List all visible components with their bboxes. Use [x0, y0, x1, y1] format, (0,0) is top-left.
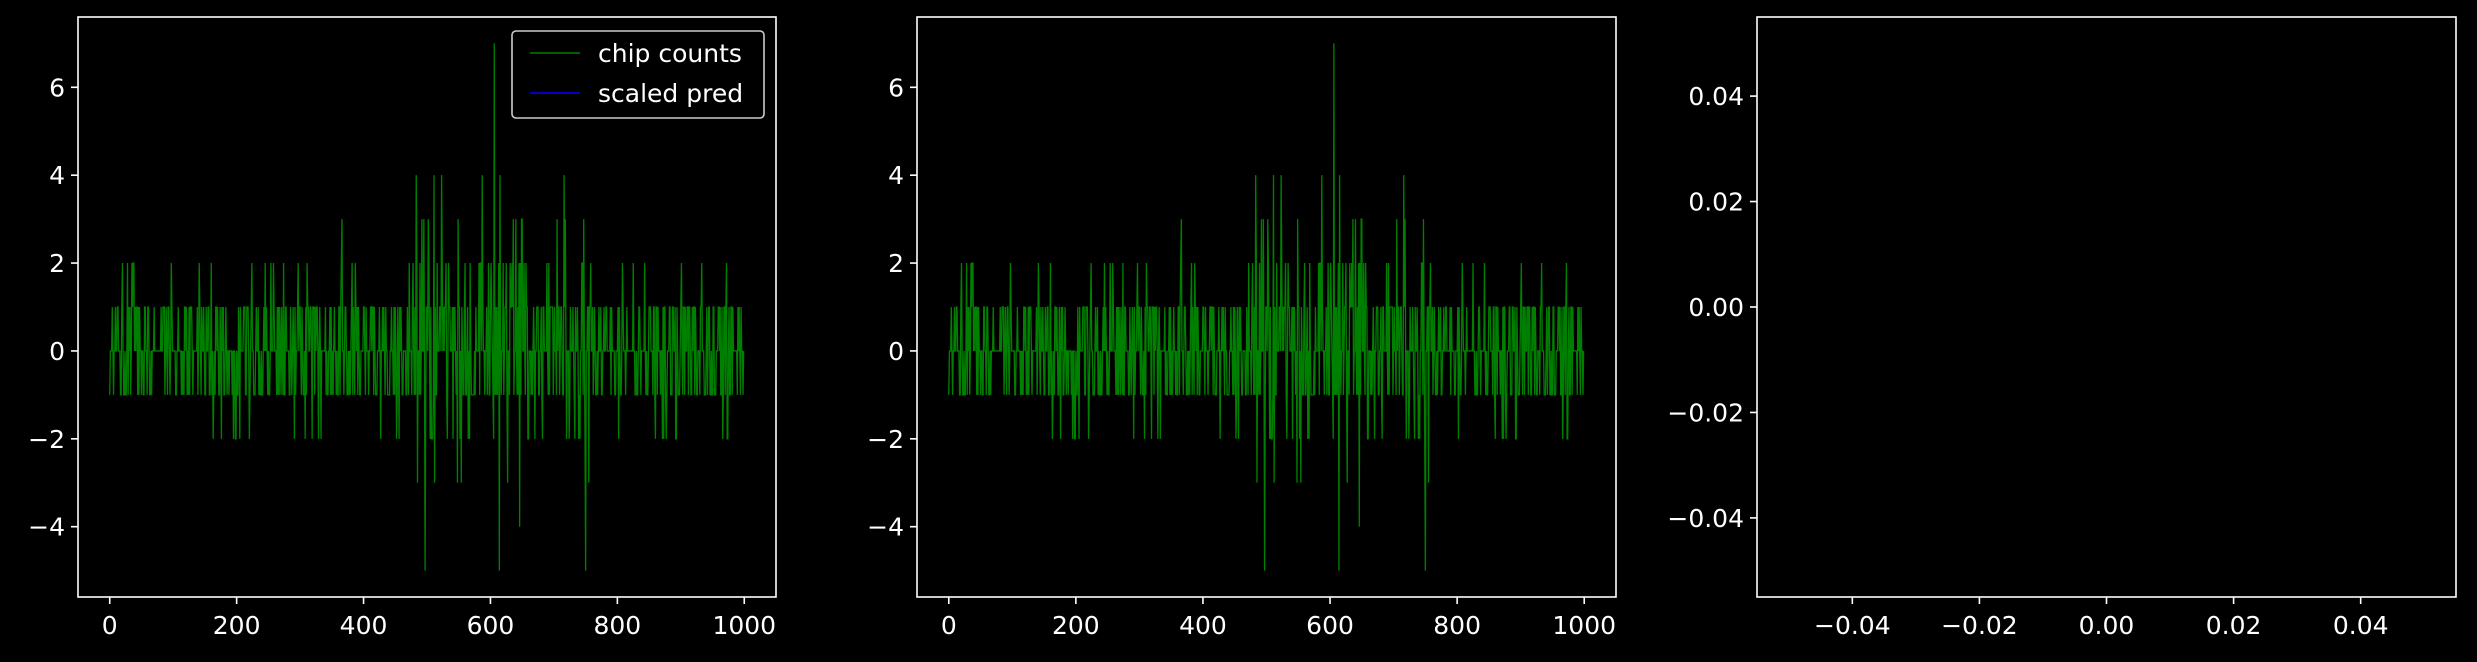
chip-counts-series — [109, 43, 745, 571]
y-tick-label: 2 — [888, 249, 904, 278]
chip-counts-panel: 0 200 400 600 800 1000 −4 −2 0 2 4 6 chip counts s… — [28, 16, 777, 640]
y-tick-label: 0 — [49, 337, 65, 366]
x-tick-label: 1000 — [712, 611, 776, 640]
y-tick-label: 0 — [888, 337, 904, 366]
x-tick-label: −0.04 — [1814, 611, 1891, 640]
y-tick-label: −0.04 — [1667, 504, 1744, 533]
x-tick-label: 0.02 — [2206, 611, 2262, 640]
y-tick-label: −4 — [28, 513, 65, 542]
y-tick-label: −2 — [28, 425, 65, 454]
x-tick-label: 800 — [1433, 611, 1481, 640]
x-axis-3: −0.04 −0.02 0.00 0.02 0.04 — [1814, 597, 2389, 640]
x-tick-label: 0.04 — [2333, 611, 2389, 640]
x-tick-label: 0 — [102, 611, 118, 640]
plot-frame-2 — [916, 16, 1617, 598]
x-axis: 0 200 400 600 800 1000 — [102, 597, 776, 640]
plot-frame — [77, 16, 777, 598]
y-tick-label: −2 — [867, 425, 904, 454]
y-tick-label: 2 — [49, 249, 65, 278]
chip-counts-panel-2: 0 200 400 600 800 1000 −4 −2 0 2 4 6 — [867, 16, 1617, 640]
y-tick-label: 6 — [49, 73, 65, 102]
series-line-0 — [948, 43, 1585, 571]
y-axis-3: −0.04 −0.02 0.00 0.02 0.04 — [1667, 82, 1757, 533]
y-axis: −4 −2 0 2 4 6 — [28, 73, 78, 542]
y-tick-label: 0.04 — [1688, 82, 1744, 111]
y-tick-label: 4 — [49, 161, 65, 190]
x-tick-label: 0.00 — [2079, 611, 2135, 640]
legend: chip counts scaled pred — [511, 30, 765, 119]
y-tick-label: 0.02 — [1688, 188, 1744, 217]
x-tick-label: 1000 — [1552, 611, 1616, 640]
y-tick-label: −4 — [867, 513, 904, 542]
y-tick-label: 4 — [888, 161, 904, 190]
x-tick-label: 200 — [213, 611, 261, 640]
y-tick-label: 6 — [888, 73, 904, 102]
legend-label-chip-counts: chip counts — [598, 39, 742, 68]
legend-label-scaled-pred: scaled pred — [598, 79, 743, 108]
x-tick-label: 400 — [340, 611, 388, 640]
x-tick-label: 400 — [1179, 611, 1227, 640]
x-tick-label: 600 — [1306, 611, 1354, 640]
x-tick-label: −0.02 — [1941, 611, 2018, 640]
x-axis-2: 0 200 400 600 800 1000 — [941, 597, 1616, 640]
empty-panel: −0.04 −0.02 0.00 0.02 0.04 −0.04 −0.02 0.00 0.0… — [1667, 16, 2457, 640]
series-line-0 — [109, 43, 745, 571]
x-tick-label: 600 — [467, 611, 515, 640]
y-tick-label: 0.00 — [1688, 293, 1744, 322]
y-axis-2: −4 −2 0 2 4 6 — [867, 73, 917, 542]
x-tick-label: 0 — [941, 611, 957, 640]
plot-frame-3 — [1756, 16, 2457, 598]
x-tick-label: 200 — [1052, 611, 1100, 640]
y-tick-label: −0.02 — [1667, 398, 1744, 427]
x-tick-label: 800 — [594, 611, 642, 640]
chip-counts-series-2 — [948, 43, 1585, 571]
